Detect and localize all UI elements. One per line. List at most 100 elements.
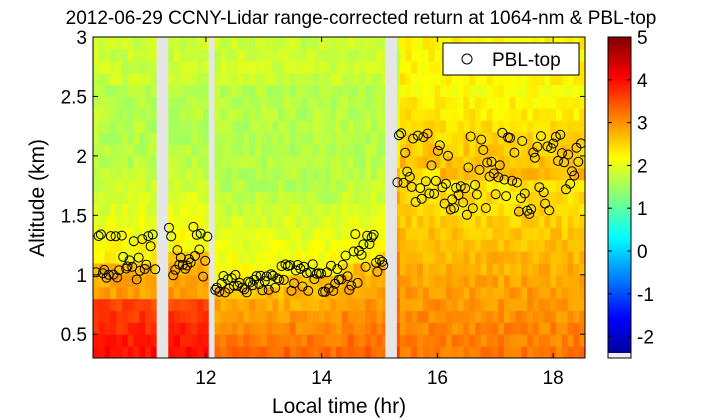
heatmap-cell [457, 120, 465, 133]
heatmap-cell [301, 227, 308, 240]
heatmap-cell [556, 167, 563, 181]
heatmap-cell [376, 84, 384, 98]
heatmap-cell [446, 251, 453, 264]
heatmap-cell [359, 167, 366, 181]
heatmap-cell [532, 144, 540, 157]
heatmap-cell [260, 251, 268, 264]
heatmap-cell [515, 262, 522, 276]
heatmap-cell [411, 155, 418, 169]
heatmap-cell [486, 346, 493, 358]
heatmap-cell [93, 203, 100, 216]
heatmap-cell [527, 334, 534, 347]
heatmap-cell [515, 334, 522, 347]
heatmap-cell [353, 203, 360, 216]
heatmap-cell [446, 310, 453, 323]
heatmap-cell [220, 239, 227, 252]
heatmap-cell [272, 37, 279, 50]
pbl-point [517, 136, 528, 146]
heatmap-cell [174, 108, 181, 121]
heatmap-cell [469, 179, 476, 193]
heatmap-cell [341, 322, 349, 335]
heatmap-cell [492, 144, 499, 157]
heatmap-cell [202, 298, 210, 312]
heatmap-cell [561, 132, 569, 145]
heatmap-cell [480, 84, 488, 98]
heatmap-cell [226, 37, 233, 50]
pbl-point [226, 273, 237, 284]
heatmap-cell [191, 120, 198, 133]
heatmap-cell [376, 72, 384, 86]
pbl-point [175, 252, 186, 263]
heatmap-cell [226, 96, 233, 109]
heatmap-cell [278, 144, 285, 157]
heatmap-cell [446, 191, 453, 205]
heatmap-cell [191, 215, 198, 228]
heatmap-cell [422, 37, 430, 50]
pbl-point [340, 250, 351, 261]
heatmap-cell [272, 108, 279, 121]
heatmap-cell [214, 215, 221, 228]
pbl-point [336, 274, 347, 285]
heatmap-cell [503, 155, 511, 169]
heatmap-cell [376, 346, 384, 358]
heatmap-cell [469, 144, 476, 157]
heatmap-cell [150, 132, 158, 145]
heatmap-cell [312, 48, 320, 62]
heatmap-cell [509, 144, 517, 157]
heatmap-cell [556, 203, 563, 216]
heatmap-cell [110, 132, 117, 145]
heatmap-cell [255, 191, 262, 205]
heatmap-cell [104, 203, 111, 216]
heatmap-cell [174, 155, 181, 169]
heatmap-cell [202, 108, 210, 121]
heatmap-cell [231, 215, 239, 228]
heatmap-cell [214, 191, 221, 205]
x-axis-label: Local time (hr) [272, 395, 406, 418]
heatmap-cell [260, 239, 268, 252]
heatmap-cell [434, 262, 441, 276]
heatmap-cell [503, 334, 511, 347]
heatmap-cell [492, 108, 499, 121]
pbl-point [101, 272, 112, 283]
heatmap-cell [532, 346, 540, 358]
heatmap-cell [411, 274, 418, 288]
heatmap-cell [527, 179, 534, 193]
heatmap-cell [295, 84, 302, 98]
heatmap-cell [133, 227, 140, 240]
heatmap-cell [561, 262, 569, 276]
heatmap-cell [307, 84, 314, 98]
heatmap-cell [573, 167, 580, 181]
heatmap-cell [150, 334, 158, 347]
heatmap-cell [145, 37, 152, 50]
heatmap-cell [249, 286, 256, 300]
heatmap-cell [515, 155, 522, 169]
heatmap-cell [393, 262, 401, 276]
heatmap-cell [376, 322, 384, 335]
pbl-point [150, 264, 161, 275]
heatmap-cell [341, 251, 349, 264]
heatmap-cell [168, 310, 175, 323]
heatmap-cell [295, 108, 302, 121]
heatmap-cell [405, 239, 412, 252]
heatmap-cell [255, 37, 262, 50]
heatmap-cell [179, 37, 187, 50]
heatmap-cell [150, 84, 158, 98]
heatmap-cell [249, 215, 256, 228]
heatmap-cell [318, 144, 326, 157]
heatmap-cell [509, 72, 517, 86]
heatmap-cell [220, 37, 227, 50]
x-tick-label: 14 [311, 368, 333, 389]
heatmap-cell [347, 72, 355, 86]
heatmap-cell [446, 179, 453, 193]
heatmap-cell [272, 60, 279, 74]
heatmap-cell [417, 132, 424, 145]
heatmap-cell [127, 96, 135, 109]
heatmap-cell [544, 155, 551, 169]
heatmap-cell [289, 72, 297, 86]
pbl-point [576, 138, 585, 149]
heatmap-cell [145, 203, 152, 216]
heatmap-cell [434, 298, 441, 312]
heatmap-cell [503, 96, 511, 109]
heatmap-cell [567, 322, 575, 335]
heatmap-cell [330, 179, 337, 193]
